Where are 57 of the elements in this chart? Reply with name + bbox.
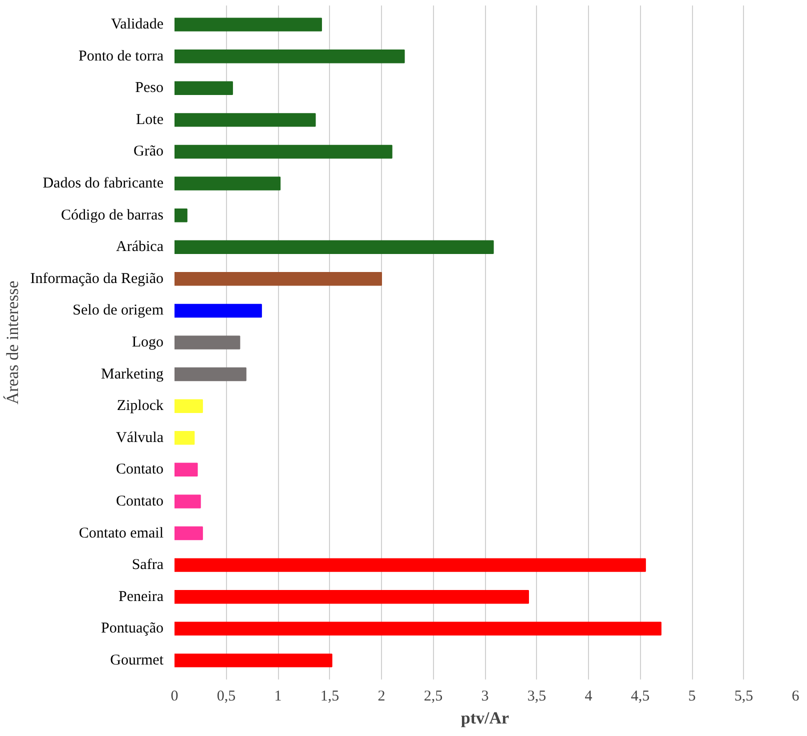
y-tick-label: Contato [116, 462, 164, 478]
bar [174, 654, 332, 668]
x-tick-label: 3 [481, 688, 489, 704]
bar [174, 208, 188, 222]
bar [174, 113, 316, 127]
bar [174, 590, 529, 604]
y-tick-label: Válvula [116, 430, 164, 446]
x-tick-label: 5 [688, 688, 696, 704]
y-tick-label: Logo [132, 334, 164, 350]
bar [174, 494, 201, 508]
y-tick-label: Ponto de torra [78, 48, 164, 64]
y-tick-label: Grão [134, 144, 164, 160]
y-tick-label: Selo de origem [72, 302, 164, 319]
y-tick-label: Contato [116, 493, 164, 510]
y-tick-label: Ziplock [116, 398, 164, 414]
y-tick-label: Dados do fabricante [42, 176, 164, 192]
bar [174, 304, 262, 318]
x-tick-label: 2,5 [424, 688, 443, 704]
bar [174, 272, 382, 286]
x-tick-label: 4,5 [630, 688, 650, 704]
y-tick-label: Peneira [118, 588, 164, 605]
y-axis-title: Áreas de interesse [3, 280, 22, 404]
y-tick-label: Safra [132, 557, 164, 574]
bar [174, 558, 646, 572]
bar [174, 431, 195, 445]
x-tick-label: 1 [274, 688, 282, 704]
bar [174, 526, 203, 540]
y-tick-label: Contato email [78, 525, 164, 542]
y-tick-label: Lote [136, 112, 164, 128]
bar [174, 176, 281, 190]
y-tick-label: Código de barras [61, 207, 164, 224]
y-tick-label: Pontuação [101, 620, 164, 637]
x-tick-label: 2 [378, 688, 386, 704]
bar [174, 144, 392, 159]
bar [174, 336, 240, 350]
bar [174, 399, 203, 413]
y-tick-label: Peso [135, 80, 164, 96]
bar [174, 50, 405, 64]
bar [174, 240, 494, 254]
y-tick-label: Gourmet [110, 652, 164, 668]
y-tick-label: Validade [111, 16, 164, 33]
x-tick-label: 5,5 [734, 688, 754, 704]
bar [174, 622, 662, 636]
bar [174, 367, 246, 382]
y-tick-label: Marketing [101, 366, 164, 382]
x-tick-label: 4 [584, 688, 593, 704]
y-tick-label: Arábica [116, 239, 164, 256]
x-tick-label: 0 [170, 688, 178, 704]
bar [174, 18, 322, 32]
x-tick-label: 0,5 [216, 688, 236, 704]
bar [174, 462, 198, 477]
y-tick-label: Informação da Região [30, 270, 164, 287]
x-tick-label: 3,5 [527, 688, 546, 704]
x-axis-title: ptv/Ar [460, 708, 510, 728]
x-tick-label: 1,5 [320, 688, 340, 704]
bar [174, 81, 233, 96]
x-tick-label: 6 [792, 688, 800, 704]
